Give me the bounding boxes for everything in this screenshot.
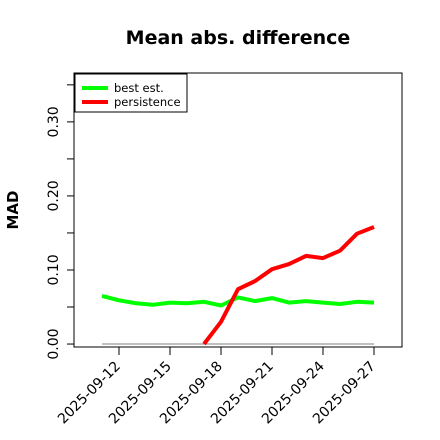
series-line-best-est [101, 293, 375, 308]
plot-frame [73, 72, 403, 348]
legend-box [74, 73, 188, 113]
y-tick-label: 0.30 [46, 106, 62, 137]
y-tick-label: 0.10 [46, 254, 62, 285]
series-line-persistence [202, 225, 375, 346]
legend: best est. persistence [74, 73, 188, 113]
y-axis: 0.00 0.10 0.20 0.30 [46, 84, 74, 360]
legend-label-persistence: persistence [114, 95, 181, 109]
chart-title: Mean abs. difference [126, 27, 351, 49]
y-axis-label: MAD [4, 191, 22, 230]
legend-label-best-est: best est. [114, 81, 164, 95]
y-tick-label: 0.00 [46, 328, 62, 359]
y-tick-label: 0.20 [46, 180, 62, 211]
series-layer [101, 225, 375, 346]
x-axis: 2025-09-122025-09-152025-09-182025-09-21… [55, 347, 379, 427]
